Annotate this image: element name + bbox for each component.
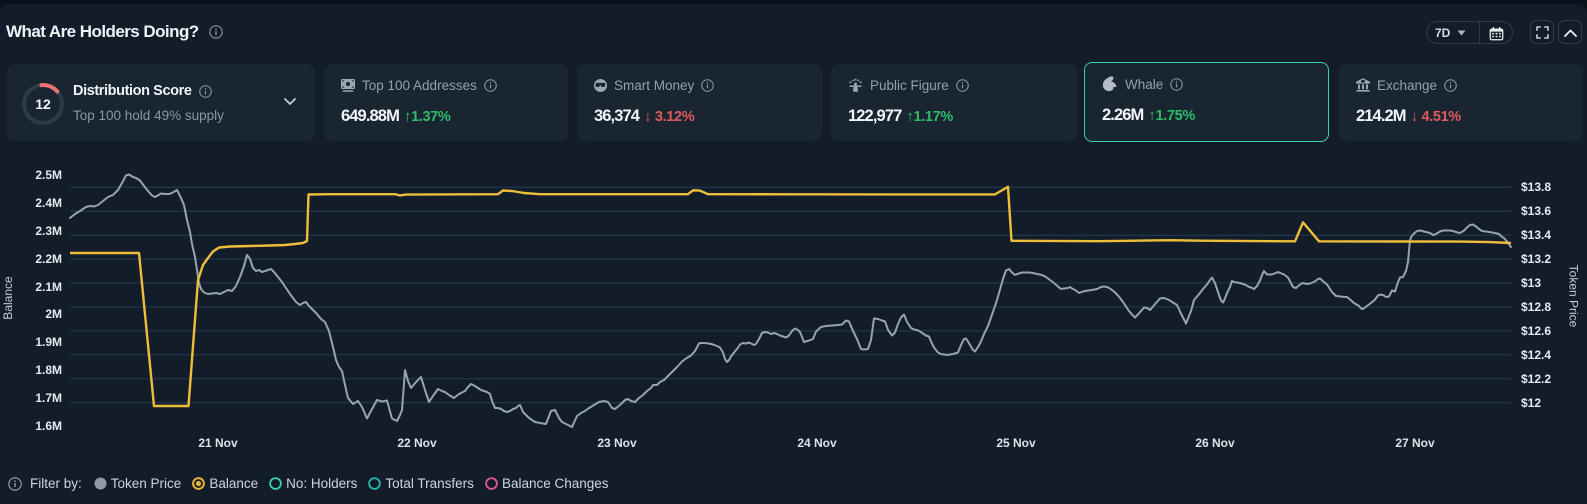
svg-text:25 Nov: 25 Nov xyxy=(996,436,1036,450)
svg-text:2.3M: 2.3M xyxy=(35,224,62,238)
svg-text:2M: 2M xyxy=(45,307,62,321)
svg-text:Token Price: Token Price xyxy=(1567,265,1581,328)
svg-text:2.5M: 2.5M xyxy=(35,168,62,182)
svg-text:24 Nov: 24 Nov xyxy=(797,436,837,450)
svg-text:$12: $12 xyxy=(1521,396,1541,410)
svg-text:1.8M: 1.8M xyxy=(35,363,62,377)
svg-text:$13.8: $13.8 xyxy=(1521,180,1551,194)
svg-text:23 Nov: 23 Nov xyxy=(597,436,637,450)
svg-text:$13: $13 xyxy=(1521,276,1541,290)
svg-text:26 Nov: 26 Nov xyxy=(1195,436,1235,450)
svg-text:2.4M: 2.4M xyxy=(35,196,62,210)
svg-text:27 Nov: 27 Nov xyxy=(1395,436,1435,450)
svg-text:2.1M: 2.1M xyxy=(35,280,62,294)
svg-text:22 Nov: 22 Nov xyxy=(397,436,437,450)
svg-text:2.2M: 2.2M xyxy=(35,252,62,266)
svg-text:21 Nov: 21 Nov xyxy=(198,436,238,450)
svg-text:$12.4: $12.4 xyxy=(1521,348,1551,362)
svg-text:$12.6: $12.6 xyxy=(1521,324,1551,338)
svg-text:$13.6: $13.6 xyxy=(1521,204,1551,218)
svg-text:$13.2: $13.2 xyxy=(1521,252,1551,266)
svg-text:Balance: Balance xyxy=(1,276,15,320)
svg-text:1.7M: 1.7M xyxy=(35,391,62,405)
svg-text:$12.8: $12.8 xyxy=(1521,300,1551,314)
svg-text:$13.4: $13.4 xyxy=(1521,228,1551,242)
svg-text:$12.2: $12.2 xyxy=(1521,372,1551,386)
svg-text:12: 12 xyxy=(35,96,51,112)
svg-text:1.9M: 1.9M xyxy=(35,335,62,349)
svg-text:1.6M: 1.6M xyxy=(35,419,62,433)
